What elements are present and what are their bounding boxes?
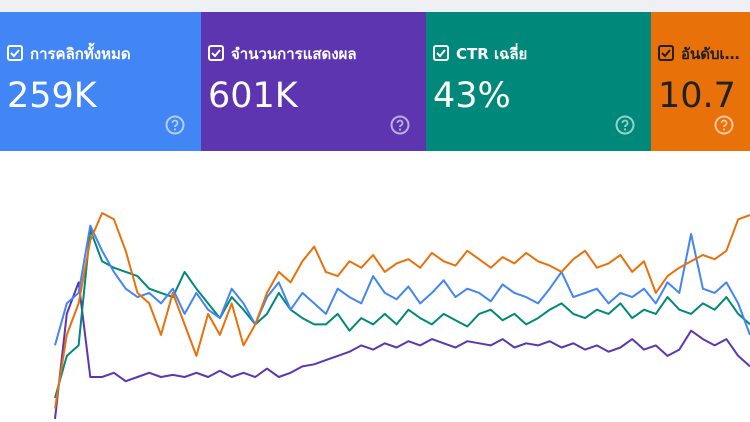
metric-card[interactable]: CTR เฉลี่ย 43%: [426, 12, 651, 151]
metric-value: 10.7: [658, 76, 736, 116]
checkbox[interactable]: [7, 45, 23, 61]
metric-value: 601K: [208, 76, 298, 116]
metric-card[interactable]: จำนวนการแสดงผล 601K: [201, 12, 426, 151]
chart: [54, 212, 750, 420]
top-bar: [0, 0, 750, 12]
help-icon[interactable]: [615, 115, 635, 135]
checkbox[interactable]: [433, 45, 449, 61]
metric-value: 259K: [7, 76, 97, 116]
metric-label: จำนวนการแสดงผล: [231, 45, 357, 63]
help-icon[interactable]: [165, 115, 185, 135]
checkbox[interactable]: [208, 45, 224, 61]
metric-value: 43%: [433, 76, 511, 116]
metric-cards: การคลิกทั้งหมด 259K จำนวนการแสดงผล 601K CTR …: [0, 12, 750, 151]
metric-card[interactable]: อันดับเฉลี่ย 10.7: [651, 12, 750, 151]
checkbox[interactable]: [658, 45, 674, 61]
metric-label: อันดับเฉลี่ย: [681, 45, 742, 63]
metric-label: การคลิกทั้งหมด: [30, 45, 131, 63]
series-line: [54, 224, 750, 346]
metric-label: CTR เฉลี่ย: [456, 45, 528, 63]
metric-card[interactable]: การคลิกทั้งหมด 259K: [0, 12, 201, 151]
series-line: [54, 228, 750, 399]
series-line: [54, 212, 750, 409]
help-icon[interactable]: [390, 115, 410, 135]
help-icon[interactable]: [714, 115, 734, 135]
series-line: [54, 281, 750, 420]
